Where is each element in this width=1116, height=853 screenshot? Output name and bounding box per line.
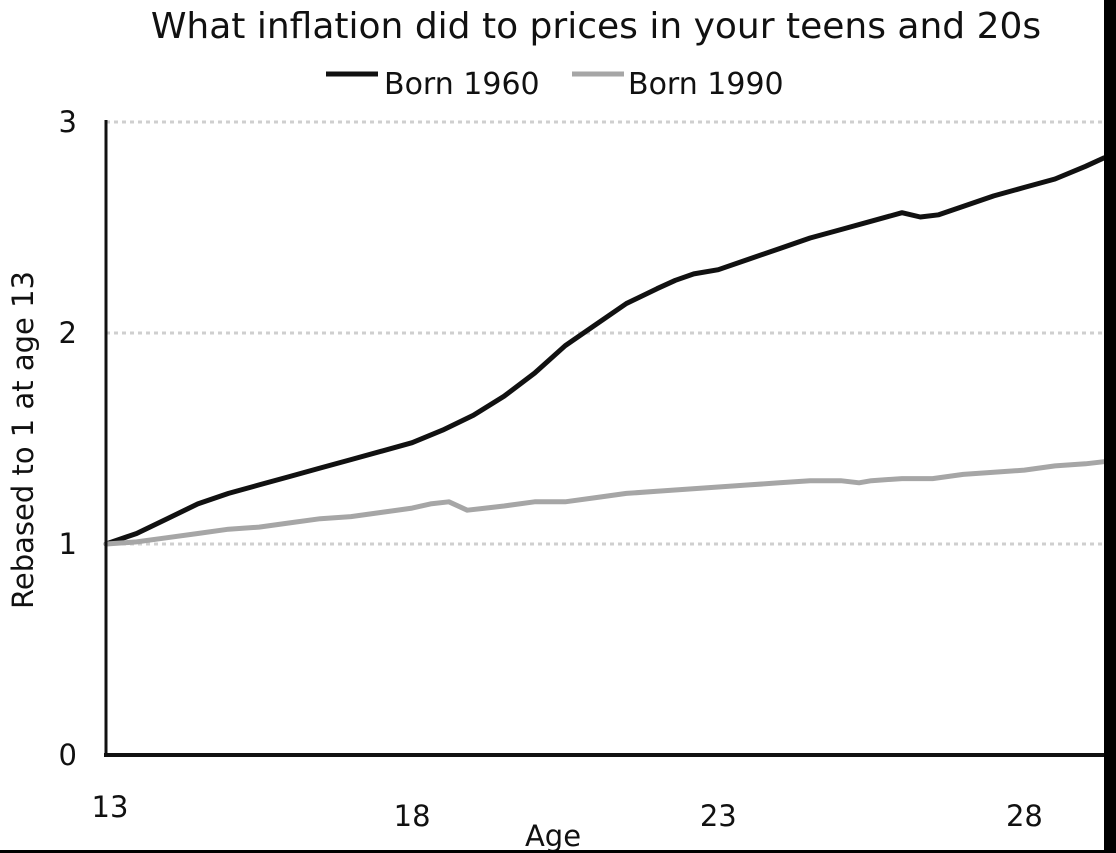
series-line-born-1990 [103, 459, 1107, 547]
y-tick-label: 1 [59, 527, 77, 561]
x-tick-label: 13 [92, 790, 129, 824]
x-tick-label: 18 [394, 799, 431, 833]
y-tick-labels: 0 1 2 3 [59, 105, 77, 772]
y-tick-label: 0 [59, 738, 77, 772]
series-layer [103, 155, 1107, 547]
y-tick-label: 2 [59, 316, 77, 350]
x-tick-label: 28 [1006, 799, 1043, 833]
gridlines [106, 120, 1104, 546]
x-tick-labels: 13 18 23 28 [92, 790, 1043, 833]
right-border [1104, 0, 1116, 853]
y-axis-label: Rebased to 1 at age 13 [6, 271, 40, 609]
series-line-born-1960 [103, 155, 1107, 547]
bottom-border [0, 850, 1116, 853]
x-tick-label: 23 [700, 799, 737, 833]
legend-label-born-1990: Born 1990 [628, 67, 784, 102]
y-tick-label: 3 [59, 105, 77, 139]
chart-title: What inflation did to prices in your tee… [151, 6, 1041, 47]
legend-label-born-1960: Born 1960 [384, 67, 540, 102]
x-axis-label: Age [525, 819, 581, 853]
legend: Born 1960 Born 1990 [326, 67, 784, 102]
